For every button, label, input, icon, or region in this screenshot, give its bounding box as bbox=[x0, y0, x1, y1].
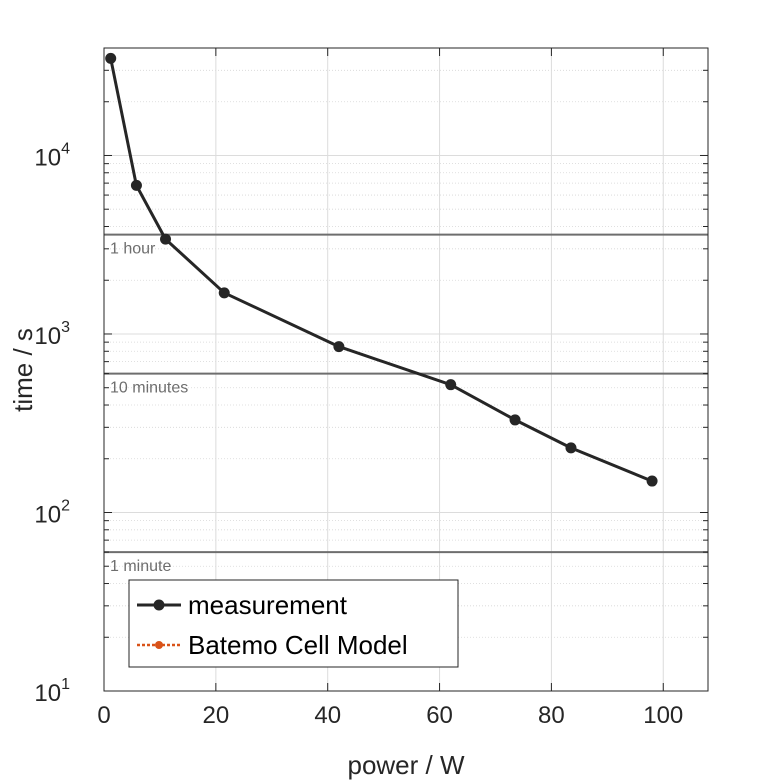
legend-label-batemo-cell-model: Batemo Cell Model bbox=[188, 630, 408, 660]
x-axis: 0 20 40 60 80 100 bbox=[97, 48, 683, 729]
y-tick-label: 103 bbox=[34, 319, 70, 350]
data-point bbox=[333, 341, 345, 353]
y-tick-exponent: 3 bbox=[61, 319, 70, 336]
legend-marker-measurement bbox=[153, 599, 165, 611]
y-tick-label: 102 bbox=[34, 497, 70, 528]
x-tick-label: 0 bbox=[97, 702, 110, 729]
reference-lines: 1 hour 10 minutes 1 minute bbox=[104, 233, 708, 575]
series-group bbox=[105, 52, 658, 487]
x-tick-label: 100 bbox=[643, 702, 683, 729]
legend-label-measurement: measurement bbox=[188, 590, 348, 620]
reference-line-label: 1 minute bbox=[110, 558, 171, 575]
x-tick-label: 60 bbox=[426, 702, 453, 729]
data-point bbox=[646, 475, 658, 487]
legend: measurement Batemo Cell Model bbox=[128, 579, 459, 668]
y-tick-base: 10 bbox=[34, 144, 61, 171]
x-tick-label: 40 bbox=[314, 702, 341, 729]
axes-box bbox=[103, 47, 709, 692]
y-tick-base: 10 bbox=[34, 680, 61, 707]
y-tick-exponent: 4 bbox=[61, 140, 70, 157]
data-point bbox=[218, 287, 230, 299]
reference-line-label: 1 hour bbox=[110, 241, 156, 258]
data-point bbox=[160, 233, 172, 245]
y-tick-base: 10 bbox=[34, 323, 61, 350]
data-point bbox=[509, 414, 521, 426]
y-tick-label: 101 bbox=[34, 676, 70, 707]
x-tick-label: 80 bbox=[538, 702, 565, 729]
y-tick-label: 104 bbox=[34, 140, 70, 171]
legend-marker-batemo-cell-model bbox=[155, 641, 163, 649]
data-point bbox=[130, 179, 142, 191]
data-point bbox=[105, 52, 117, 64]
legend-box bbox=[128, 579, 459, 668]
y-tick-exponent: 1 bbox=[61, 676, 70, 693]
x-tick-label: 20 bbox=[203, 702, 230, 729]
y-tick-base: 10 bbox=[34, 501, 61, 528]
data-point bbox=[565, 442, 577, 454]
y-axis-label: time / s bbox=[8, 328, 38, 412]
x-axis-label: power / W bbox=[347, 750, 464, 780]
reference-line-label: 10 minutes bbox=[110, 380, 188, 397]
data-point bbox=[445, 379, 457, 391]
y-tick-exponent: 2 bbox=[61, 497, 70, 514]
